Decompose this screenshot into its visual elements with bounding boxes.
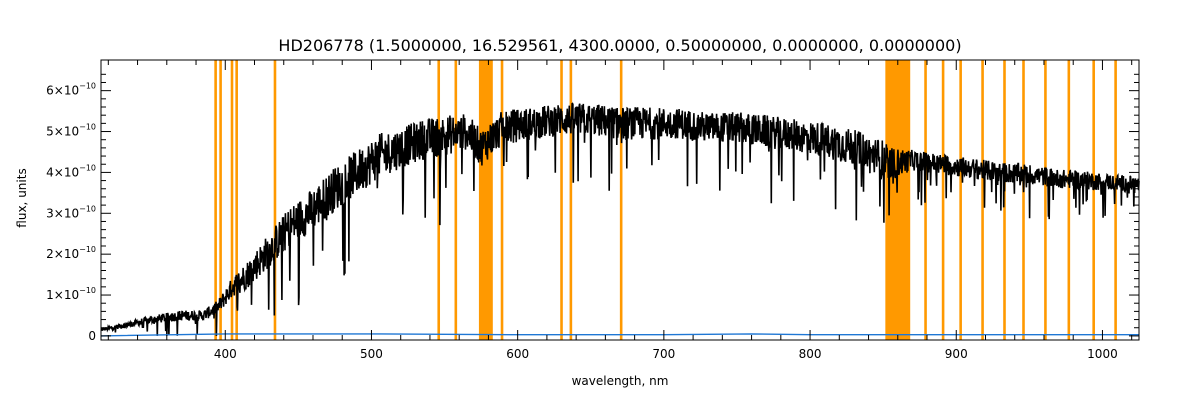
masked-line: [273, 60, 277, 340]
masked-line: [1067, 60, 1071, 340]
masked-line: [1092, 60, 1095, 340]
masked-line: [437, 60, 441, 340]
y-tick-label: 6×10−10: [46, 82, 96, 98]
x-axis-label: wavelength, nm: [572, 374, 669, 388]
masked-line: [1022, 60, 1025, 340]
plot-frame: [100, 59, 1140, 341]
masked-line: [235, 60, 238, 340]
masked-line: [941, 60, 945, 340]
masked-line: [500, 60, 504, 340]
masked-line: [560, 60, 563, 340]
y-tick-label: 5×10−10: [46, 123, 96, 139]
error-line: [100, 333, 1139, 337]
x-tick-label: 400: [214, 347, 237, 361]
y-axis: 0 1×10−10 2×10−10 3×10−10 4×10−10 5×10−10 6×10…: [46, 73, 1139, 343]
masked-line: [619, 60, 623, 340]
x-tick-label: 800: [799, 347, 822, 361]
masked-line: [454, 60, 458, 340]
masked-band: [478, 60, 493, 340]
masked-line: [569, 60, 573, 340]
y-tick-label: 1×10−10: [46, 286, 96, 302]
masked-line: [214, 60, 217, 340]
x-tick-label: 1000: [1087, 347, 1118, 361]
spectrum-line: [100, 102, 1140, 336]
x-tick-label: 600: [506, 347, 529, 361]
masked-line: [959, 60, 962, 340]
x-tick-label: 500: [360, 347, 383, 361]
x-tick-label: 900: [945, 347, 968, 361]
y-tick-label: 2×10−10: [46, 245, 96, 261]
masked-line: [219, 60, 222, 340]
series-group: [100, 102, 1140, 337]
y-tick-label: 3×10−10: [46, 204, 96, 220]
y-tick-label: 4×10−10: [46, 163, 96, 179]
x-axis: 400 500 600 700 800 900 1000: [107, 60, 1133, 361]
y-axis-label: flux, units: [15, 168, 29, 227]
masked-line: [230, 60, 234, 340]
y-tick-label: 0: [88, 329, 96, 343]
masked-line: [1114, 60, 1117, 340]
masked-line: [981, 60, 984, 340]
masked-line: [1044, 60, 1047, 340]
chart-title: HD206778 (1.5000000, 16.529561, 4300.000…: [278, 36, 961, 55]
x-tick-label: 700: [652, 347, 675, 361]
